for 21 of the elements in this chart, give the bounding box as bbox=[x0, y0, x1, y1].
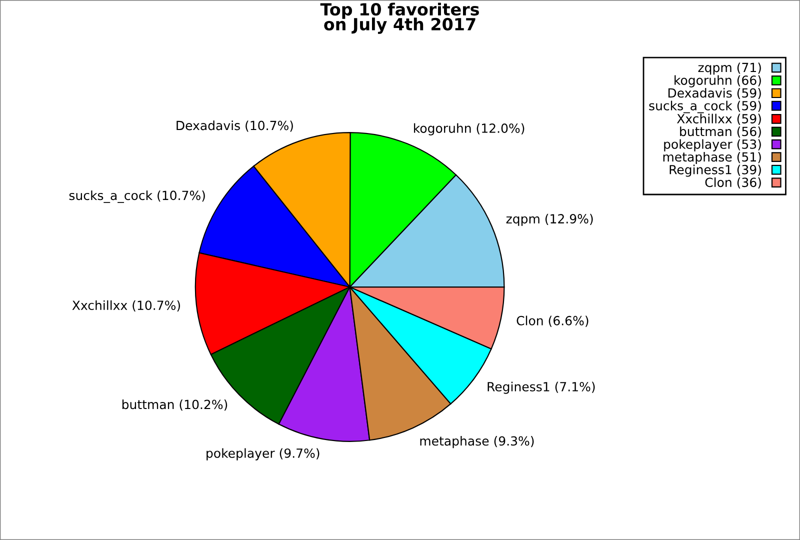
text: zqpm (12.9%) bbox=[506, 214, 593, 226]
text: Reginess1 (7.1%) bbox=[488, 382, 595, 394]
legend-label: pokeplayer (53) bbox=[664, 139, 761, 152]
legend-label: Dexadavis (59) bbox=[668, 88, 761, 100]
text: Clon (6.6%) bbox=[516, 316, 588, 327]
legend-label: Reginess1 (39) bbox=[670, 164, 761, 177]
text: pokeplayer (9.7%) bbox=[206, 448, 320, 460]
legend-label: kogoruhn (66) bbox=[674, 75, 761, 88]
chart-title: Top 10 favoriters on July 4th 2017 bbox=[320, 2, 479, 34]
legend-label: zqpm (71) bbox=[698, 62, 761, 75]
legend-label: buttman (56) bbox=[680, 126, 761, 138]
text: Xxchillxx (10.7%) bbox=[72, 300, 180, 312]
text: metaphase (9.3%) bbox=[420, 436, 534, 448]
legend-label: Xxchillxx (59) bbox=[676, 114, 761, 125]
legend-label: sucks_a_cock (59) bbox=[649, 100, 761, 114]
text: sucks_a_cock (10.7%) bbox=[69, 190, 205, 203]
text: kogoruhn (12.0%) bbox=[414, 123, 524, 136]
text: Dexadavis (10.7%) bbox=[176, 120, 293, 132]
text: buttman (10.2%) bbox=[122, 400, 228, 411]
legend-label: Clon (36) bbox=[705, 177, 761, 189]
legend-label: metaphase (51) bbox=[663, 152, 761, 164]
